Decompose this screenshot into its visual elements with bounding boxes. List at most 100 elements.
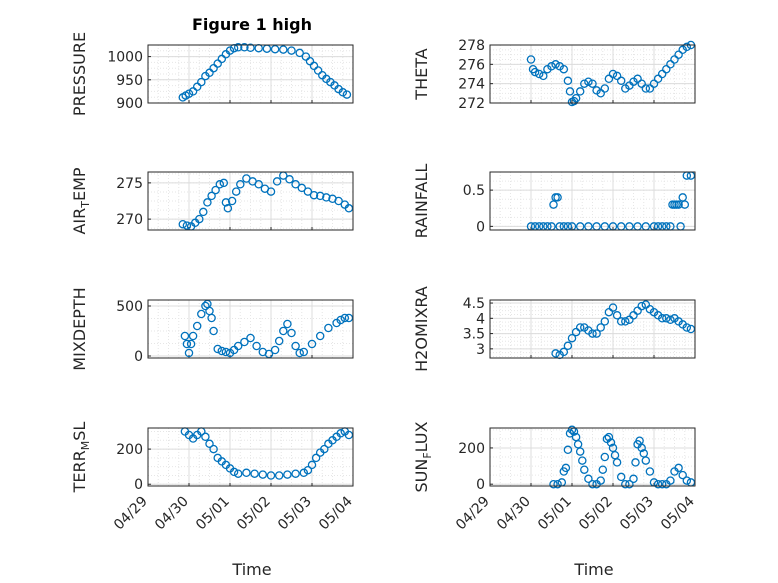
data-point bbox=[621, 317, 630, 326]
data-point bbox=[195, 214, 204, 224]
data-point bbox=[608, 69, 618, 79]
data-point bbox=[279, 45, 288, 54]
data-point bbox=[563, 445, 573, 455]
data-point bbox=[303, 465, 313, 475]
data-point bbox=[227, 196, 237, 206]
data-point bbox=[616, 317, 626, 326]
data-point bbox=[283, 470, 292, 479]
data-point bbox=[233, 43, 243, 52]
data-point bbox=[336, 429, 345, 438]
data-point bbox=[578, 456, 587, 465]
data-point bbox=[320, 444, 329, 454]
y-axis-label: RAINFALL bbox=[412, 164, 431, 239]
data-point bbox=[209, 444, 218, 454]
y-tick-label: 900 bbox=[116, 96, 143, 112]
data-point bbox=[551, 60, 560, 69]
data-point bbox=[674, 50, 683, 59]
data-point bbox=[666, 476, 675, 485]
data-point bbox=[231, 187, 241, 196]
y-tick-label: 3.5 bbox=[463, 327, 485, 343]
data-point bbox=[342, 90, 352, 99]
data-point bbox=[588, 329, 597, 338]
data-point bbox=[199, 207, 208, 217]
data-point bbox=[274, 471, 284, 480]
data-point bbox=[616, 472, 626, 482]
data-point bbox=[254, 180, 263, 189]
data-point bbox=[233, 341, 243, 351]
data-point bbox=[588, 79, 597, 88]
data-point bbox=[662, 64, 671, 74]
data-point bbox=[600, 452, 610, 462]
y-tick-label: 3 bbox=[476, 342, 485, 358]
data-point bbox=[530, 67, 540, 77]
y-axis-label: SUNFLUX bbox=[412, 421, 434, 492]
data-point bbox=[551, 349, 560, 358]
data-point bbox=[307, 339, 317, 349]
data-point bbox=[340, 313, 350, 323]
data-point bbox=[291, 341, 300, 351]
data-point bbox=[229, 467, 239, 477]
data-point bbox=[682, 323, 692, 332]
data-point bbox=[637, 301, 646, 311]
data-point bbox=[600, 84, 610, 93]
data-point bbox=[283, 319, 292, 329]
data-point bbox=[313, 66, 323, 75]
data-point bbox=[240, 337, 249, 347]
y-axis-label: MIXDEPTH bbox=[70, 287, 89, 370]
data-point bbox=[612, 71, 622, 81]
data-point bbox=[559, 64, 569, 74]
data-point bbox=[236, 180, 245, 189]
data-point bbox=[221, 198, 231, 207]
data-point bbox=[563, 341, 573, 351]
y-tick-label: 274 bbox=[458, 77, 485, 93]
axes-frame bbox=[489, 44, 696, 104]
data-point bbox=[315, 331, 325, 341]
data-point bbox=[598, 465, 608, 474]
data-point bbox=[246, 333, 255, 343]
data-point bbox=[657, 479, 667, 489]
y-axis-label: TERRMSL bbox=[70, 422, 92, 494]
data-point bbox=[182, 221, 192, 230]
data-point bbox=[575, 323, 585, 332]
data-point bbox=[186, 339, 196, 349]
subplot-theta: 272 274 276 278 THETA bbox=[412, 38, 696, 112]
data-point bbox=[549, 479, 558, 489]
y-tick-label: 500 bbox=[116, 299, 143, 315]
axes-frame bbox=[147, 44, 354, 104]
data-point bbox=[526, 55, 536, 64]
data-point bbox=[584, 77, 593, 86]
data-point bbox=[322, 193, 331, 202]
data-point bbox=[252, 341, 261, 351]
data-point bbox=[657, 69, 667, 79]
data-point bbox=[621, 479, 630, 489]
data-point bbox=[580, 465, 589, 474]
data-point bbox=[272, 177, 282, 186]
data-point bbox=[184, 348, 194, 358]
axes-background bbox=[148, 428, 353, 486]
data-point bbox=[307, 460, 317, 470]
data-point bbox=[573, 440, 583, 449]
data-point bbox=[182, 339, 192, 349]
data-point bbox=[192, 321, 202, 331]
data-point bbox=[291, 180, 300, 189]
data-point bbox=[225, 46, 235, 55]
data-point bbox=[657, 314, 667, 323]
data-point bbox=[612, 311, 622, 320]
y-tick-label: 200 bbox=[116, 442, 143, 458]
data-point bbox=[221, 347, 231, 357]
data-point bbox=[217, 346, 227, 356]
data-point bbox=[250, 469, 259, 478]
data-point bbox=[270, 345, 280, 355]
y-axis-label: THETA bbox=[412, 48, 431, 100]
data-point bbox=[207, 191, 216, 201]
data-point bbox=[233, 469, 243, 478]
y-tick-label: 278 bbox=[458, 38, 485, 54]
data-point bbox=[240, 43, 249, 52]
data-point bbox=[670, 55, 679, 64]
subplot-mixdepth: 0 500 MIXDEPTH bbox=[70, 287, 354, 371]
data-point bbox=[596, 323, 605, 332]
data-point bbox=[666, 60, 675, 69]
y-tick-label: 1000 bbox=[107, 50, 143, 66]
